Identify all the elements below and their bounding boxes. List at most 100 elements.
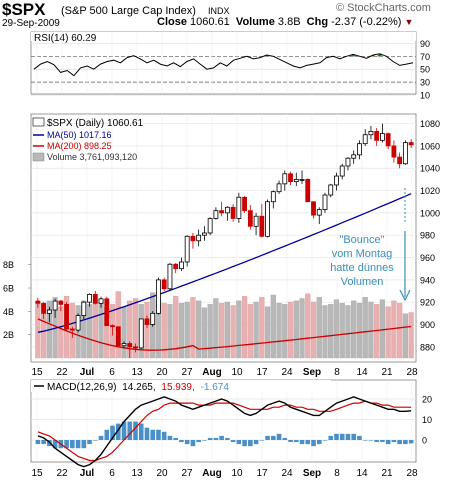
price-legend: $SPX (Daily) 1060.61 MA(50) 1017.16 MA(2… xyxy=(32,117,144,162)
signal-value: 15.939, xyxy=(161,382,194,393)
candle-body xyxy=(69,328,75,331)
volume-bar xyxy=(293,300,299,359)
candle-body xyxy=(121,343,127,347)
volume-bar xyxy=(287,301,294,359)
volume-bar xyxy=(98,299,104,359)
macd-histogram-bar xyxy=(70,440,75,449)
volume-bar xyxy=(190,297,196,359)
candle-body xyxy=(293,178,299,183)
macd-histogram-bar xyxy=(271,435,276,440)
candle-body xyxy=(127,343,133,348)
annotation-line-3: hatte dünnes xyxy=(330,262,394,274)
macd-histogram-bar xyxy=(110,425,115,440)
x-tick-label: 21 xyxy=(381,468,393,479)
price-panel: 1080 1060 1040 1020 1000 980 960 940 920 900 880 8… xyxy=(3,113,440,363)
candle-body xyxy=(351,154,357,159)
annotation-line-2: vom Montag xyxy=(332,248,393,260)
brand-logo[interactable]: © StockCharts.com xyxy=(336,2,431,14)
volume-bar xyxy=(207,304,213,359)
macd-histogram-bar xyxy=(265,435,270,440)
x-tick-label: 10 xyxy=(231,468,243,479)
volume-bar xyxy=(368,301,374,359)
x-tick-label: 20 xyxy=(156,367,168,378)
macd-histogram-bar xyxy=(98,435,104,440)
candle-body xyxy=(242,196,248,212)
macd-legend-box xyxy=(31,380,331,392)
x-tick-label: 6 xyxy=(109,367,115,378)
macd-histogram-bar xyxy=(397,440,402,445)
volume-bar xyxy=(333,299,340,359)
macd-histogram-bar xyxy=(167,435,173,440)
legend-ma200: MA(200) 898.25 xyxy=(47,141,112,151)
volume-legend-icon xyxy=(32,152,45,162)
candle-body xyxy=(247,210,253,227)
macd-histogram-bar xyxy=(253,440,259,445)
volume-bar xyxy=(224,301,230,359)
x-tick-label: 24 xyxy=(281,468,293,479)
rsi-tick-label: 30 xyxy=(420,78,430,88)
x-tick-label: 27 xyxy=(181,367,193,378)
candle-body xyxy=(150,312,156,325)
macd-histogram-bar xyxy=(202,440,207,441)
hist-value: -1.674 xyxy=(201,382,230,393)
symbol-title: $SPX xyxy=(2,0,46,19)
volume-bar xyxy=(328,304,334,359)
macd-label: MACD(12,26,9) xyxy=(47,382,116,393)
candle-body xyxy=(207,218,213,234)
macd-histogram-bar xyxy=(190,440,196,447)
candle-body xyxy=(236,196,242,219)
candle-body xyxy=(282,173,288,185)
macd-histogram-bar xyxy=(225,437,230,440)
macd-tick-label: 0 xyxy=(422,436,427,446)
macd-histogram-bar xyxy=(161,431,167,440)
macd-histogram-bar xyxy=(236,440,242,445)
candle-body xyxy=(81,301,87,316)
x-tick-label: 21 xyxy=(381,367,393,378)
x-tick-label: 8 xyxy=(334,367,340,378)
ma50-line xyxy=(37,193,412,333)
candle-body xyxy=(201,232,207,236)
volume-bar xyxy=(305,293,311,359)
volume-bar xyxy=(276,302,282,359)
candle-body xyxy=(41,302,47,314)
candle-body xyxy=(184,235,190,263)
x-tick-label: 17 xyxy=(256,367,268,378)
macd-histogram-bar xyxy=(213,437,219,440)
x-tick-label: 14 xyxy=(356,367,368,378)
macd-histogram-bar xyxy=(230,440,236,443)
candle-body xyxy=(362,134,368,145)
x-tick-label: 13 xyxy=(131,468,143,479)
candle-body xyxy=(179,261,184,270)
volume-bar xyxy=(264,306,271,359)
macd-histogram-bar xyxy=(293,440,299,443)
candle-body xyxy=(156,279,161,314)
volume-bar xyxy=(121,306,127,359)
candle-body xyxy=(224,206,230,214)
close-label: Close xyxy=(157,16,187,28)
macd-histogram-bar xyxy=(385,440,391,445)
volume-bar xyxy=(92,301,98,359)
candle-body xyxy=(391,145,397,158)
candle-body xyxy=(35,300,41,304)
candle-body xyxy=(138,318,144,349)
x-tick-label: 15 xyxy=(31,468,43,479)
macd-histogram-bar xyxy=(115,423,121,440)
volume-bar xyxy=(201,307,208,359)
volume-bar xyxy=(259,297,265,359)
volume-bar xyxy=(86,304,93,359)
candle-legend-icon xyxy=(32,117,45,127)
macd-frame xyxy=(30,379,417,463)
bounce-annotation: "Bounce" vom Montag hatte dünnes Volumen xyxy=(330,188,411,302)
macd-histogram-bar xyxy=(104,429,110,440)
volume-value: 3.8B xyxy=(277,16,301,28)
candle-body xyxy=(322,194,328,210)
x-tick-label: 10 xyxy=(231,367,243,378)
candle-body xyxy=(311,201,316,216)
macd-histogram-bar xyxy=(311,440,316,447)
volume-bar xyxy=(339,302,345,359)
rsi-tick-label: 50 xyxy=(420,65,430,75)
macd-histogram-bar xyxy=(374,440,379,443)
close-value: 1060.61 xyxy=(190,16,230,28)
candle-body xyxy=(52,300,58,311)
